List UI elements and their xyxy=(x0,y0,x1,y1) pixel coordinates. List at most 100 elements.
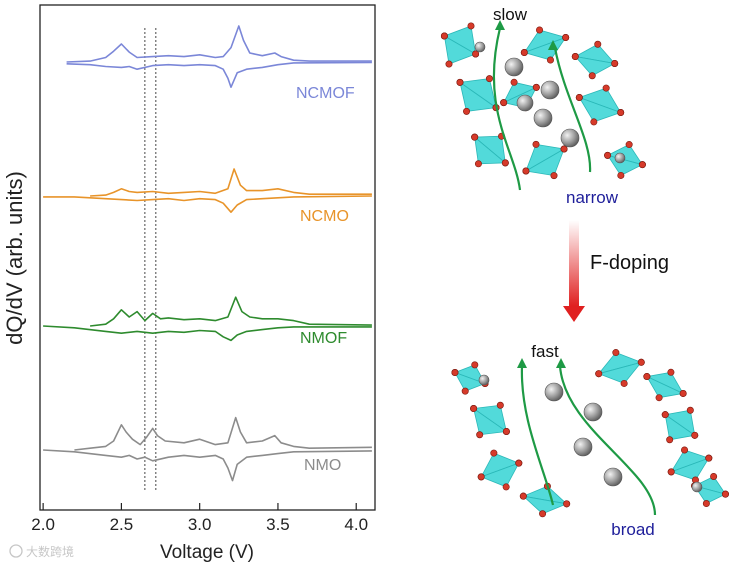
cation-sphere xyxy=(603,467,623,487)
cation-sphere xyxy=(474,41,486,53)
oxygen-atom xyxy=(705,454,713,462)
nmof-discharge-curve xyxy=(43,325,372,342)
octahedron-face xyxy=(597,361,643,384)
plot-frame xyxy=(39,4,376,511)
oxygen-atom xyxy=(445,60,453,68)
oxygen-atom xyxy=(637,358,645,366)
oxygen-atom xyxy=(710,472,718,480)
oxygen-atom xyxy=(519,492,527,500)
cation-sphere xyxy=(504,57,524,77)
octahedron-face xyxy=(669,457,710,481)
oxygen-atom xyxy=(667,468,675,476)
oxygen-atom xyxy=(686,406,694,414)
oxygen-atom xyxy=(721,490,729,498)
ncmof-charge-curve xyxy=(66,25,372,63)
octahedron-face xyxy=(578,96,622,123)
octahedron-face xyxy=(472,407,508,436)
diffusion-arrow-head xyxy=(517,358,527,368)
oxygen-atom xyxy=(617,171,625,179)
oxygen-atom xyxy=(620,379,628,387)
oxygen-atom xyxy=(472,50,480,58)
nmof-charge-curve xyxy=(90,296,372,327)
series-nmof: NMOF xyxy=(43,296,372,347)
fast-label: fast xyxy=(531,342,559,361)
oxygen-atom xyxy=(532,140,540,148)
series-label-ncmof: NCMOF xyxy=(296,85,355,102)
oxygen-atom xyxy=(617,109,625,117)
oxygen-atom xyxy=(536,26,544,34)
cation-sphere xyxy=(533,108,553,128)
cation-sphere xyxy=(583,402,603,422)
slow-label: slow xyxy=(493,5,528,24)
oxygen-atom xyxy=(440,32,448,40)
series-group: NCMOF NCMO NMOF NMO xyxy=(43,25,372,482)
oxygen-atom xyxy=(604,151,612,159)
y-axis-label: dQ/dV (arb. units) xyxy=(2,171,27,345)
oxygen-atom xyxy=(476,431,484,439)
ncmo-discharge-curve xyxy=(43,195,372,213)
octahedron-face xyxy=(523,36,567,61)
oxygen-atom xyxy=(470,405,478,413)
octahedron-face xyxy=(474,136,507,165)
oxygen-atom xyxy=(594,40,602,48)
octahedron-face xyxy=(645,375,685,399)
f-doping-arrow-shaft xyxy=(569,220,579,306)
oxygen-atom xyxy=(575,93,583,101)
nmo-charge-curve xyxy=(74,416,372,451)
oxygen-atom xyxy=(485,75,493,83)
bottom-structure-broad-channel xyxy=(451,349,729,518)
octahedron-face xyxy=(693,485,727,505)
diffusion-path xyxy=(558,365,657,516)
oxygen-atom xyxy=(539,510,547,518)
oxygen-atom xyxy=(679,389,687,397)
oxygen-atom xyxy=(661,411,669,419)
oxygen-atom xyxy=(655,394,663,402)
oxygen-atom xyxy=(522,167,530,175)
octahedron-face xyxy=(480,462,520,488)
oxygen-atom xyxy=(467,22,475,30)
oxygen-atom xyxy=(590,118,598,126)
oxygen-atom xyxy=(612,349,620,357)
watermark: 大数跨境 xyxy=(9,544,74,559)
oxygen-atom xyxy=(451,369,459,377)
oxygen-atom xyxy=(463,107,471,115)
oxygen-atom xyxy=(666,436,674,444)
f-doping-arrow-head xyxy=(563,306,585,322)
diffusion-path xyxy=(553,47,592,173)
ncmof-discharge-curve xyxy=(66,61,372,88)
oxygen-atom xyxy=(702,500,710,508)
oxygen-atom xyxy=(560,145,568,153)
octahedron-face xyxy=(454,371,487,392)
oxygen-atom xyxy=(477,473,485,481)
oxygen-atom xyxy=(602,84,610,92)
f-doping-label: F-doping xyxy=(590,252,669,274)
oxygen-atom xyxy=(501,159,509,167)
oxygen-atom xyxy=(456,78,464,86)
octahedron-face xyxy=(524,148,565,177)
oxygen-atom xyxy=(563,500,571,508)
oxygen-atom xyxy=(471,361,479,369)
series-nmo: NMO xyxy=(43,416,372,482)
oxygen-atom xyxy=(595,370,603,378)
oxygen-atom xyxy=(510,78,518,86)
series-ncmo: NCMO xyxy=(43,168,372,225)
ncmo-charge-curve xyxy=(90,168,372,197)
series-ncmof: NCMOF xyxy=(66,25,372,102)
diffusion-path xyxy=(520,365,555,506)
cation-sphere xyxy=(540,80,560,100)
cation-sphere xyxy=(544,382,564,402)
octahedron-face xyxy=(522,495,569,515)
x-axis-label: Voltage (V) xyxy=(160,542,254,563)
oxygen-atom xyxy=(550,172,558,180)
broad-label: broad xyxy=(611,520,654,539)
oxygen-atom xyxy=(502,483,510,491)
diffusion-arrow-head xyxy=(548,40,558,50)
cation-sphere xyxy=(516,94,534,112)
cation-sphere xyxy=(478,374,490,386)
oxygen-atom xyxy=(474,160,482,168)
oxygen-atom xyxy=(625,141,633,149)
oxygen-atom xyxy=(520,49,528,57)
oxygen-atom xyxy=(532,83,540,91)
nmo-discharge-curve xyxy=(43,449,372,482)
